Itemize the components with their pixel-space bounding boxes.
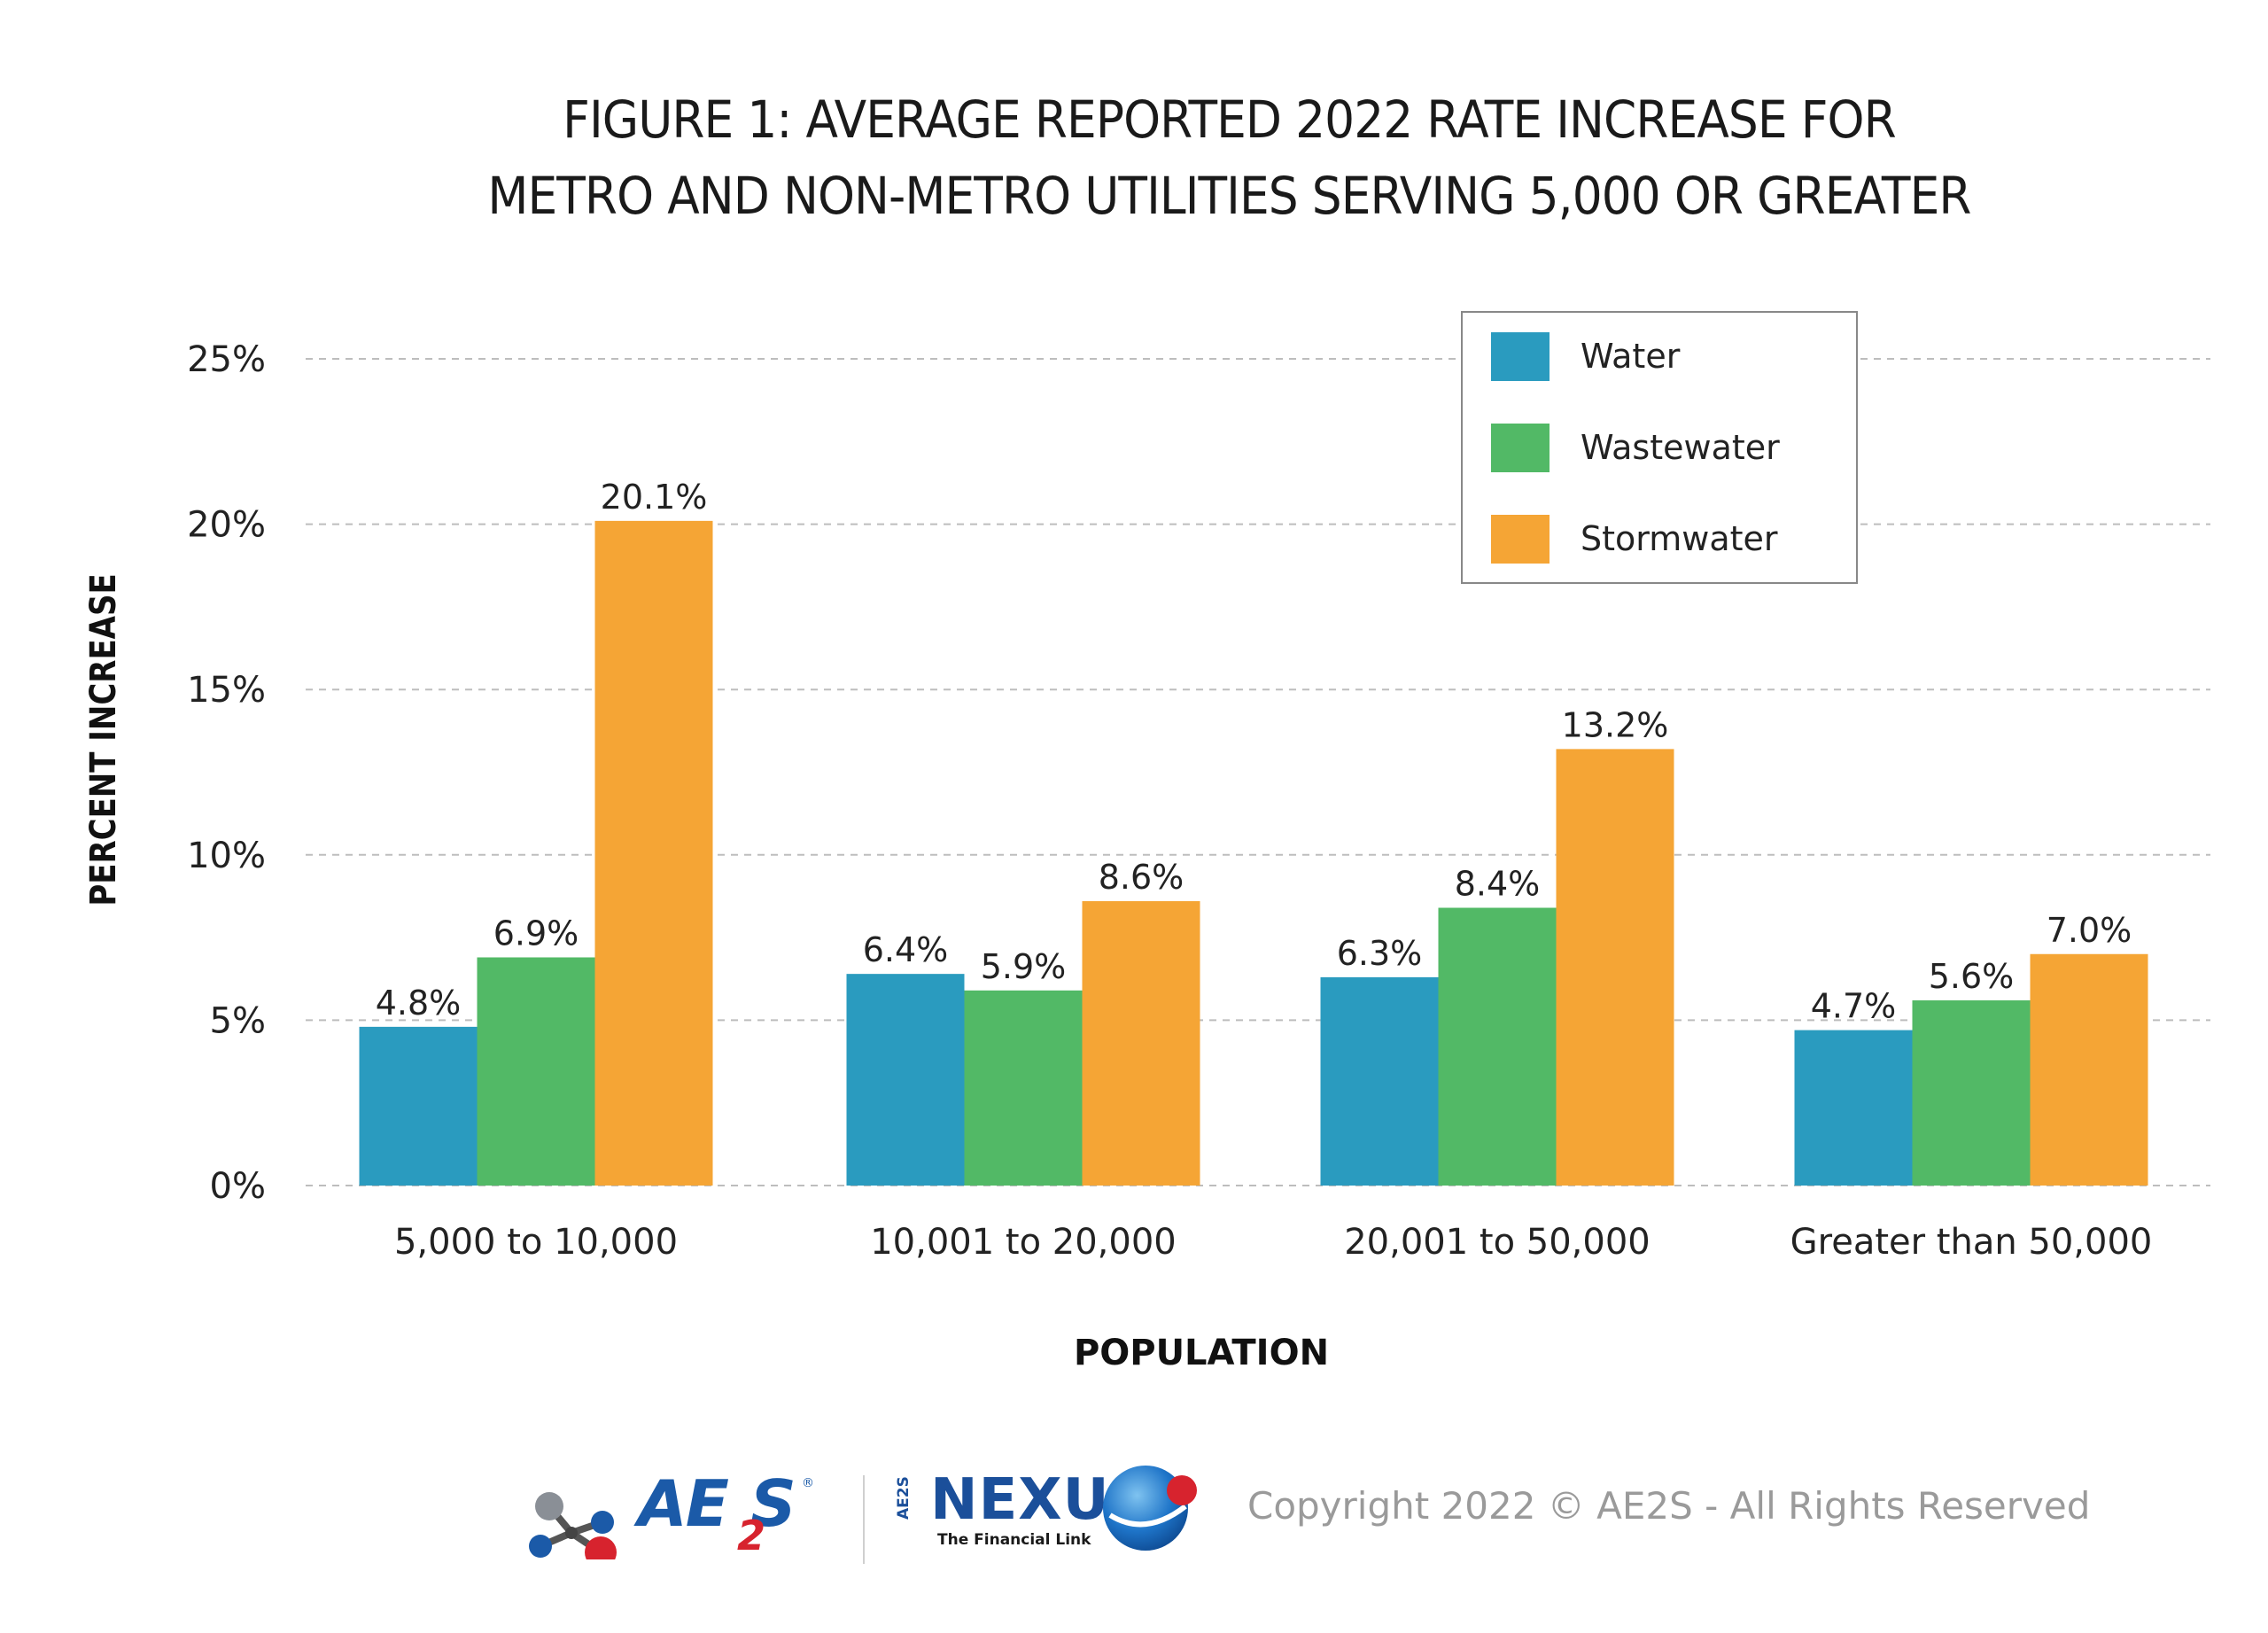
x-category-label: 5,000 to 10,000 [394,1222,678,1263]
y-axis-ticks: 0% 5% 10% 15% 20% 25% [187,339,266,1207]
nexus-logo-tagline: The Financial Link [937,1531,1091,1549]
legend: Water Wastewater Stormwater [1461,311,1858,584]
data-label: 5.9% [981,947,1067,986]
legend-label-stormwater: Stormwater [1581,519,1778,558]
ae2s-logo-tail: S [750,1466,796,1541]
footer-divider [863,1475,865,1564]
bar-water [1320,976,1439,1186]
x-category-label: 20,001 to 50,000 [1344,1222,1651,1263]
ae2s-logo-subscript: 2 [737,1512,766,1559]
data-label: 4.8% [376,984,462,1023]
nexus-globe-icon [1103,1466,1197,1551]
y-tick-label: 10% [187,836,266,876]
ae2s-logo: AE S [638,1466,796,1541]
y-axis-title: PERCENT INCREASE [82,573,123,906]
y-tick-label: 0% [210,1166,266,1207]
bar-stormwater [1556,749,1674,1186]
y-tick-label: 20% [187,505,266,546]
bar-stormwater [1082,901,1200,1186]
x-category-label: Greater than 50,000 [1790,1222,2153,1263]
legend-swatch-wastewater [1491,424,1550,472]
data-label: 5.6% [1929,957,2015,996]
legend-label-wastewater: Wastewater [1581,428,1780,467]
ae2s-logo-registered: ® [802,1476,814,1490]
y-tick-label: 15% [187,670,266,711]
x-axis-categories: 5,000 to 10,000 10,001 to 20,000 20,001 to… [394,1222,2152,1263]
y-tick-label: 25% [187,339,266,380]
nexus-logo-side: AE2S [895,1476,913,1520]
chart-title-line-1: FIGURE 1: AVERAGE REPORTED 2022 RATE INC… [563,89,1896,150]
bar-water [359,1026,478,1186]
legend-swatch-stormwater [1491,515,1550,564]
ae2s-logo-main: AE [638,1466,729,1541]
data-label: 13.2% [1562,705,1669,744]
chart-title-line-2: METRO AND NON-METRO UTILITIES SERVING 5,… [487,166,1971,226]
legend-swatch-water [1491,332,1550,381]
x-axis-title: POPULATION [1074,1333,1329,1373]
chart-title: FIGURE 1: AVERAGE REPORTED 2022 RATE INC… [98,82,2268,234]
x-category-label: 10,001 to 20,000 [870,1222,1177,1263]
data-label: 6.4% [863,930,949,969]
bars [359,520,2148,1186]
bar-wastewater [1912,1000,2031,1186]
y-tick-label: 5% [210,1000,266,1041]
ae2s-molecule-icon [529,1492,617,1559]
copyright-text: Copyright 2022 © AE2S - All Rights Reser… [1247,1484,2091,1528]
legend-label-water: Water [1581,337,1681,376]
bar-stormwater [594,520,713,1186]
data-label: 20.1% [601,478,708,517]
bar-wastewater [477,957,595,1186]
data-label: 8.6% [1099,858,1184,897]
data-label: 6.3% [1337,934,1423,973]
bar-wastewater [1438,907,1557,1186]
bar-water [846,974,965,1186]
bar-stormwater [2030,953,2148,1186]
bar-wastewater [964,990,1083,1186]
value-labels: 4.8% 6.9% 20.1% 6.4% 5.9% 8.6% 6.3% 8.4% 13.2% 4.… [376,478,2132,1026]
data-label: 7.0% [2047,911,2132,950]
data-label: 4.7% [1811,987,1897,1026]
data-label: 8.4% [1455,865,1541,904]
data-label: 6.9% [493,914,579,953]
bar-water [1794,1030,1913,1186]
